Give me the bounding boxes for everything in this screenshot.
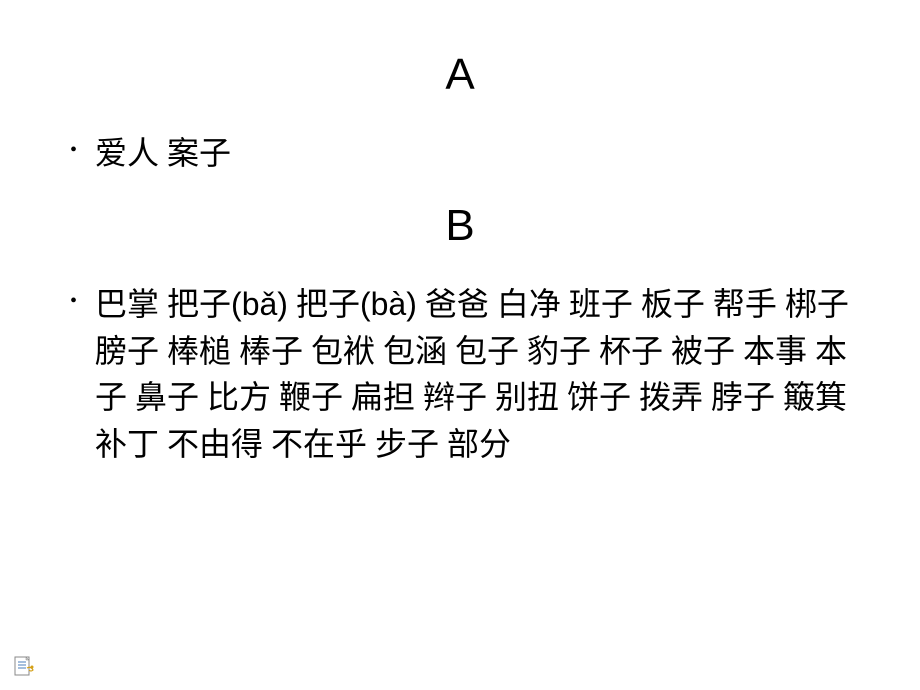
heading-a: A (70, 50, 850, 100)
section-b-mid1: 把子 (288, 286, 360, 322)
bullet-marker: • (70, 140, 77, 160)
embedded-object-icon[interactable] (12, 654, 36, 678)
bullet-section-b: • 巴掌 把子(bǎ) 把子(bà) 爸爸 白净 班子 板子 帮手 梆子 膀子 … (70, 281, 850, 467)
pinyin-ba4: (bà) (360, 286, 417, 322)
section-b-prefix: 巴掌 把子 (95, 286, 231, 322)
section-a-text: 爱人 案子 (95, 130, 231, 176)
pinyin-ba3: (bǎ) (231, 286, 288, 322)
heading-b: B (70, 201, 850, 251)
slide-content: A • 爱人 案子 B • 巴掌 把子(bǎ) 把子(bà) 爸爸 白净 班子 … (0, 0, 920, 690)
bullet-section-a: • 爱人 案子 (70, 130, 850, 176)
bullet-marker: • (70, 291, 77, 311)
section-b-text: 巴掌 把子(bǎ) 把子(bà) 爸爸 白净 班子 板子 帮手 梆子 膀子 棒槌… (95, 281, 850, 467)
